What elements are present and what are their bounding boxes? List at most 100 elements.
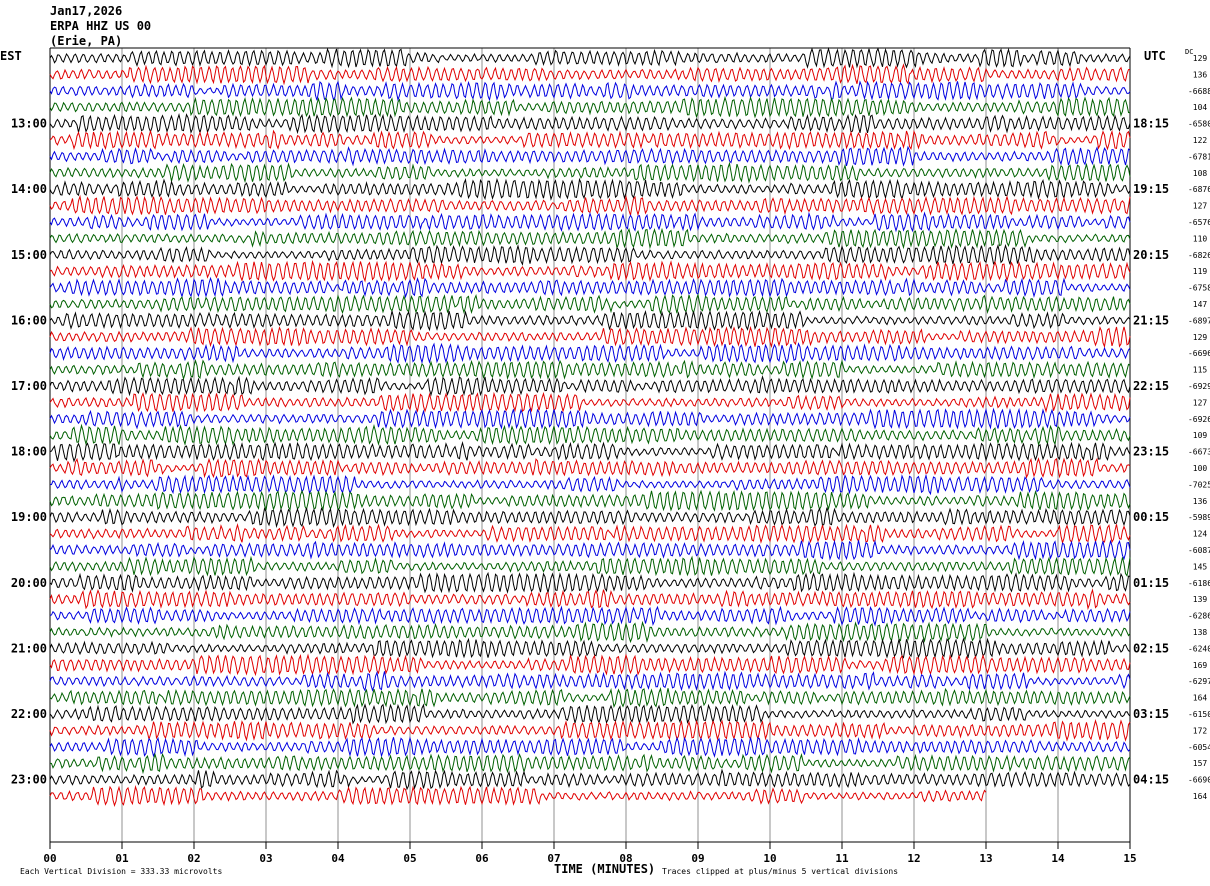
- dc-offset-label: 129: [1193, 54, 1208, 63]
- trace-line: [49, 325, 1131, 349]
- est-hour-label: 22:00: [11, 707, 47, 721]
- dc-offset-label: -6087: [1188, 546, 1210, 555]
- trace-line: [49, 489, 1131, 512]
- trace-line: [49, 703, 1131, 725]
- trace-line: [49, 391, 1131, 414]
- dc-label: DC: [1185, 48, 1194, 56]
- dc-offset-label: 147: [1193, 300, 1208, 309]
- trace-line: [49, 407, 1131, 430]
- trace-line: [49, 670, 1131, 692]
- dc-offset-label: -6576: [1188, 218, 1210, 227]
- dc-offset-label: -6826: [1188, 251, 1210, 260]
- trace-line: [49, 571, 1131, 594]
- utc-hour-label: 23:15: [1133, 445, 1169, 459]
- est-hour-label: 15:00: [11, 248, 47, 262]
- trace-line: [49, 620, 1131, 644]
- x-tick-label: 09: [691, 852, 704, 865]
- dc-offset-label: 109: [1193, 431, 1208, 440]
- dc-offset-label: -6240: [1188, 644, 1210, 653]
- utc-hour-label: 19:15: [1133, 182, 1169, 196]
- dc-offset-label: 122: [1193, 136, 1208, 145]
- trace-line: [49, 784, 987, 808]
- dc-offset-label: -6897: [1188, 316, 1210, 325]
- est-hour-label: 13:00: [11, 117, 47, 131]
- trace-line: [49, 457, 1131, 479]
- x-tick-label: 13: [979, 852, 992, 865]
- x-tick-label: 14: [1051, 852, 1065, 865]
- est-hour-label: 17:00: [11, 379, 47, 393]
- est-hour-label: 18:00: [11, 445, 47, 459]
- x-tick-label: 08: [619, 852, 632, 865]
- x-tick-label: 10: [763, 852, 776, 865]
- dc-offset-label: 124: [1193, 530, 1208, 539]
- trace-line: [49, 555, 1131, 577]
- x-axis-label: TIME (MINUTES): [554, 862, 656, 876]
- x-tick-label: 01: [115, 852, 129, 865]
- trace-line: [49, 473, 1131, 496]
- dc-offset-label: -6781: [1188, 152, 1210, 161]
- dc-offset-label: 108: [1193, 169, 1208, 178]
- x-tick-label: 04: [331, 852, 345, 865]
- trace-line: [49, 145, 1131, 167]
- utc-hour-label: 22:15: [1133, 379, 1169, 393]
- utc-hour-label: 00:15: [1133, 510, 1169, 524]
- utc-hour-label: 01:15: [1133, 576, 1169, 590]
- dc-offset-label: -6673: [1188, 448, 1210, 457]
- dc-offset-label: 129: [1193, 333, 1208, 342]
- trace-line: [49, 129, 1131, 151]
- est-hour-label: 21:00: [11, 641, 47, 655]
- trace-line: [49, 718, 1131, 742]
- trace-line: [49, 227, 1131, 250]
- trace-line: [49, 309, 1131, 332]
- utc-hour-label: 21:15: [1133, 313, 1169, 327]
- trace-line: [49, 588, 1131, 611]
- dc-offset-label: 164: [1193, 792, 1208, 801]
- dc-offset-label: 104: [1193, 103, 1208, 112]
- trace-line: [49, 768, 1131, 791]
- trace-line: [49, 259, 1131, 283]
- trace-line: [49, 63, 1131, 86]
- trace-line: [49, 522, 1131, 545]
- est-hour-label: 20:00: [11, 576, 47, 590]
- trace-line: [49, 653, 1131, 677]
- trace-line: [49, 80, 1131, 102]
- trace-line: [49, 637, 1131, 659]
- dc-offset-label: 169: [1193, 661, 1208, 670]
- dc-offset-label: 127: [1193, 398, 1208, 407]
- dc-offset-label: 115: [1193, 366, 1208, 375]
- trace-line: [49, 342, 1131, 365]
- dc-offset-label: -6929: [1188, 382, 1210, 391]
- dc-offset-label: -6688: [1188, 87, 1210, 96]
- x-tick-label: 02: [187, 852, 200, 865]
- dc-offset-label: 172: [1193, 726, 1208, 735]
- utc-hour-label: 18:15: [1133, 117, 1169, 131]
- dc-offset-label: 119: [1193, 267, 1208, 276]
- utc-label: UTC: [1144, 49, 1166, 63]
- dc-offset-label: 145: [1193, 562, 1208, 571]
- plot-date: Jan17,2026: [50, 4, 123, 18]
- trace-line: [49, 211, 1131, 233]
- dc-offset-label: -6926: [1188, 415, 1210, 424]
- dc-offset-label: -5989: [1188, 513, 1210, 522]
- trace-line: [49, 359, 1131, 381]
- trace-line: [49, 112, 1131, 135]
- dc-offset-label: 139: [1193, 595, 1208, 604]
- trace-line: [49, 736, 1131, 758]
- trace-line: [49, 292, 1131, 315]
- dc-offset-label: 110: [1193, 234, 1208, 243]
- dc-offset-label: 138: [1193, 628, 1208, 637]
- est-hour-label: 19:00: [11, 510, 47, 524]
- est-hour-label: 16:00: [11, 313, 47, 327]
- x-tick-label: 15: [1123, 852, 1136, 865]
- dc-offset-label: -6297: [1188, 677, 1210, 686]
- dc-offset-label: 100: [1193, 464, 1208, 473]
- trace-line: [49, 243, 1131, 266]
- est-hour-label: 14:00: [11, 182, 47, 196]
- trace-line: [49, 47, 1131, 69]
- trace-line: [49, 95, 1131, 119]
- utc-hour-label: 20:15: [1133, 248, 1169, 262]
- x-tick-label: 05: [403, 852, 416, 865]
- x-tick-label: 07: [547, 852, 560, 865]
- x-tick-label: 03: [259, 852, 272, 865]
